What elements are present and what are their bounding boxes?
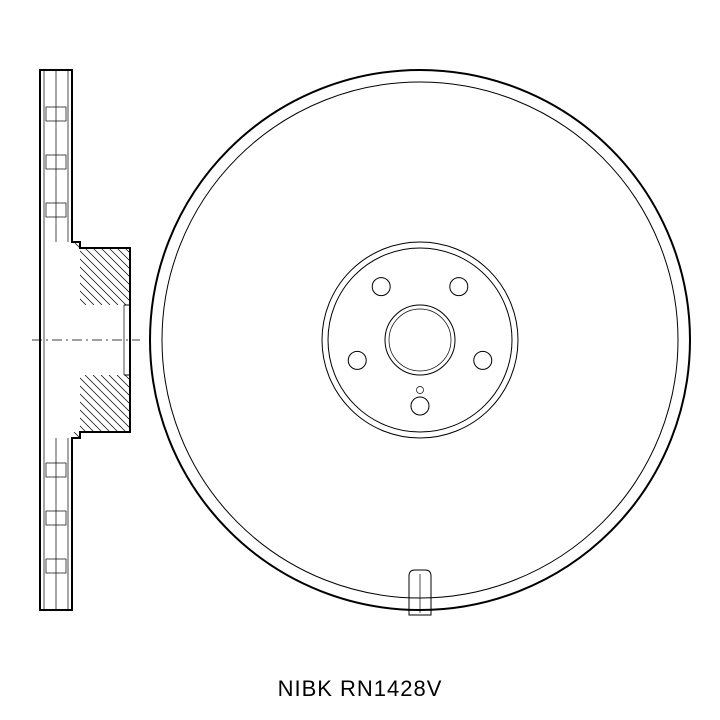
brake-disc-diagram — [0, 0, 720, 720]
part-caption: NIBK RN1428V — [0, 676, 720, 702]
diagram-canvas: NIBK RN1428V — [0, 0, 720, 720]
